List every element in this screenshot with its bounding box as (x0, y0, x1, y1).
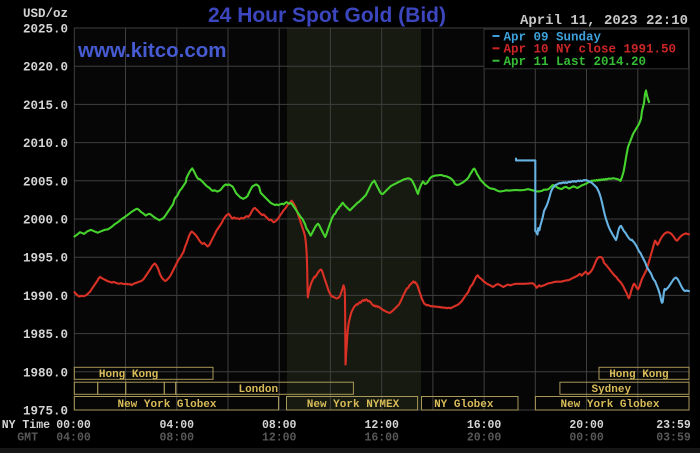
svg-text:2000.0: 2000.0 (23, 214, 68, 228)
svg-text:Hong Kong: Hong Kong (609, 369, 668, 381)
svg-text:NY Globex: NY Globex (434, 399, 494, 411)
svg-text:1985.0: 1985.0 (23, 328, 68, 342)
svg-text:12:00: 12:00 (262, 432, 297, 445)
svg-text:12:00: 12:00 (364, 419, 399, 432)
svg-text:08:00: 08:00 (160, 432, 195, 445)
svg-text:24 Hour Spot Gold (Bid): 24 Hour Spot Gold (Bid) (208, 4, 446, 27)
svg-text:04:00: 04:00 (160, 419, 195, 432)
svg-text:April 11, 2023 22:10: April 11, 2023 22:10 (520, 13, 688, 29)
svg-text:New York Globex: New York Globex (117, 399, 216, 411)
svg-text:20:00: 20:00 (569, 419, 604, 432)
svg-text:00:00: 00:00 (56, 419, 91, 432)
svg-text:NY Time: NY Time (2, 419, 50, 432)
svg-text:Apr 11 Last 2014.20: Apr 11 Last 2014.20 (504, 55, 647, 69)
svg-text:16:00: 16:00 (364, 432, 399, 445)
svg-text:2010.0: 2010.0 (23, 137, 68, 151)
svg-text:23:59: 23:59 (656, 419, 691, 432)
svg-text:2005.0: 2005.0 (23, 175, 68, 189)
svg-text:08:00: 08:00 (262, 419, 297, 432)
svg-text:03:59: 03:59 (656, 432, 691, 445)
svg-text:04:00: 04:00 (56, 432, 91, 445)
svg-text:www.kitco.com: www.kitco.com (77, 39, 226, 62)
svg-text:Hong Kong: Hong Kong (99, 369, 158, 381)
svg-text:2015.0: 2015.0 (23, 99, 68, 113)
svg-text:2025.0: 2025.0 (23, 23, 68, 37)
svg-text:1995.0: 1995.0 (23, 252, 68, 266)
svg-text:USD/oz: USD/oz (23, 7, 68, 21)
svg-text:1980.0: 1980.0 (23, 366, 68, 380)
svg-text:New York NYMEX: New York NYMEX (307, 399, 400, 411)
svg-text:1990.0: 1990.0 (23, 290, 68, 304)
svg-text:Apr 10 NY close 1991.50: Apr 10 NY close 1991.50 (504, 43, 677, 57)
svg-text:Sydney: Sydney (591, 384, 631, 396)
svg-text:GMT: GMT (17, 432, 38, 445)
svg-text:New York Globex: New York Globex (560, 399, 659, 411)
svg-text:00:00: 00:00 (569, 432, 604, 445)
svg-text:16:00: 16:00 (467, 419, 502, 432)
svg-text:London: London (238, 384, 278, 396)
svg-text:1975.0: 1975.0 (23, 405, 68, 419)
svg-text:Apr 09 Sunday: Apr 09 Sunday (504, 30, 602, 44)
svg-text:20:00: 20:00 (467, 432, 502, 445)
svg-text:2020.0: 2020.0 (23, 61, 68, 75)
